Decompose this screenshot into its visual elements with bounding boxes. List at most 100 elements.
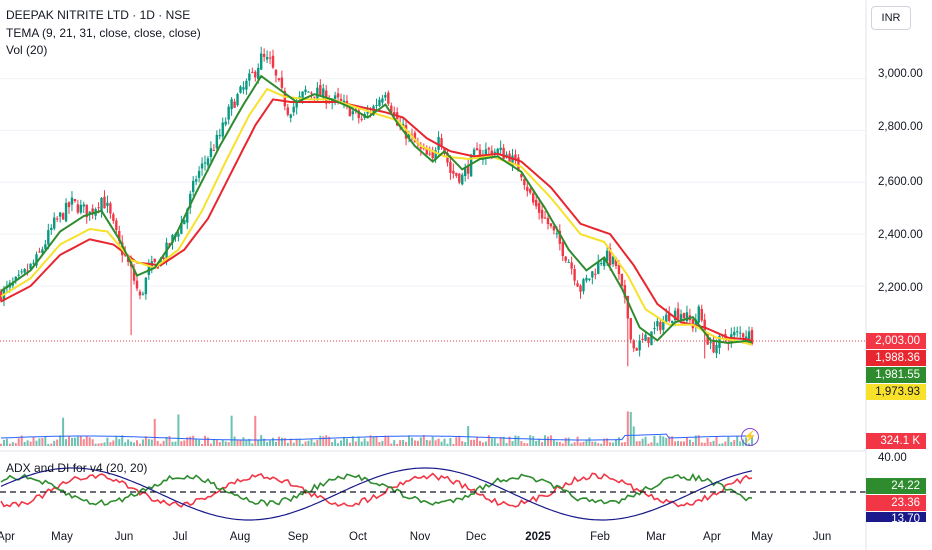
- adx-label: 13.70: [866, 512, 926, 522]
- volume-bar: [354, 441, 357, 446]
- candle-body: [543, 217, 547, 219]
- candle-body: [316, 87, 319, 100]
- volume-bar: [375, 436, 378, 446]
- candle-body: [653, 327, 656, 329]
- volume-bar: [682, 441, 685, 446]
- x-tick: Apr: [703, 531, 721, 543]
- candle-body: [183, 219, 186, 225]
- volume-bar: [567, 437, 570, 446]
- volume-bar: [730, 441, 733, 446]
- volume-bar: [325, 435, 328, 446]
- volume-bar: [186, 437, 189, 446]
- volume-bar: [691, 442, 694, 446]
- flash-icon[interactable]: ⚡: [741, 428, 759, 446]
- volume-bar: [715, 436, 718, 446]
- volume-bar: [372, 436, 375, 446]
- tema-legend[interactable]: TEMA (9, 21, 31, close, close, close): [6, 26, 201, 40]
- volume-bar: [277, 436, 280, 446]
- volume-legend[interactable]: Vol (20): [6, 43, 48, 57]
- volume-bar: [484, 441, 487, 446]
- candle-body: [64, 202, 68, 222]
- volume-bar: [360, 441, 363, 446]
- candle-body: [532, 193, 535, 203]
- volume-bar: [384, 435, 387, 446]
- volume-bar: [570, 443, 573, 446]
- adx-legend[interactable]: ADX and DI for v4 (20, 20): [6, 461, 148, 475]
- candle-body: [434, 150, 437, 160]
- candle-body: [58, 212, 62, 217]
- volume-bar: [280, 437, 283, 446]
- volume-bar: [65, 439, 68, 446]
- candle-body: [378, 99, 381, 106]
- tema-lines: [0, 74, 753, 346]
- volume-bar: [413, 440, 416, 446]
- candle-body: [597, 261, 600, 274]
- x-tick: Oct: [349, 531, 367, 543]
- candle-body: [626, 295, 630, 319]
- candle-body: [600, 263, 603, 265]
- volume-bar: [594, 441, 597, 446]
- volume-bar: [626, 411, 629, 446]
- volume-bar: [224, 441, 227, 446]
- volume-bar: [677, 440, 680, 446]
- candle-body: [245, 80, 248, 90]
- volume-bar: [59, 435, 62, 446]
- candle-body: [171, 234, 174, 243]
- candle-body: [14, 276, 17, 281]
- volume-bar: [410, 437, 413, 446]
- volume-bar: [467, 426, 470, 446]
- volume-bar: [340, 440, 343, 446]
- volume-bar: [88, 437, 91, 446]
- candle-body: [437, 136, 440, 150]
- volume-bar: [136, 440, 139, 446]
- candle-body: [514, 154, 517, 159]
- volume-bar: [612, 442, 615, 446]
- volume-bar: [115, 435, 118, 446]
- volume-bar: [591, 441, 594, 446]
- candle-body: [76, 204, 80, 213]
- volume-bar: [668, 436, 671, 446]
- candle-body: [629, 318, 632, 340]
- candle-body: [511, 155, 514, 166]
- candle-body: [236, 94, 239, 106]
- volume-bar: [405, 441, 408, 446]
- candle-body: [404, 125, 408, 139]
- volume-bar: [638, 441, 641, 446]
- volume-label: 324.1 K: [866, 433, 926, 449]
- currency-button[interactable]: INR: [871, 6, 911, 30]
- adx-lines: [0, 467, 753, 521]
- volume-bar: [366, 441, 369, 446]
- candle-body: [85, 204, 88, 218]
- volume-bar: [600, 443, 603, 446]
- volume-bar: [603, 438, 606, 446]
- candle-body: [218, 135, 221, 137]
- volume-bar: [736, 435, 739, 446]
- candle-body: [265, 57, 269, 60]
- volume-bar: [227, 442, 230, 446]
- tema-slow-label: 1,988.36: [866, 350, 926, 366]
- volume-bar: [614, 439, 617, 446]
- candle-body: [419, 146, 423, 149]
- volume-bar: [390, 443, 393, 446]
- y-tick: 2,400.00: [878, 229, 923, 241]
- symbol-title[interactable]: DEEPAK NITRITE LTD · 1D · NSE: [6, 8, 191, 22]
- volume-bar: [68, 436, 71, 446]
- candle-body: [455, 172, 458, 176]
- volume-bar: [127, 439, 130, 446]
- volume-bar: [295, 439, 298, 446]
- volume-bar: [464, 442, 467, 446]
- candle-body: [709, 342, 712, 344]
- candle-body: [741, 333, 745, 338]
- candle-body: [67, 202, 71, 208]
- volume-bar: [82, 439, 85, 446]
- volume-bar: [41, 437, 44, 446]
- candle-body: [659, 322, 662, 331]
- volume-bar: [204, 435, 207, 446]
- candle-body: [230, 99, 233, 110]
- volume-bar: [29, 441, 32, 446]
- volume-bar: [251, 443, 254, 446]
- volume-bar: [635, 441, 638, 446]
- candle-body: [224, 121, 227, 125]
- candle-body: [333, 95, 337, 99]
